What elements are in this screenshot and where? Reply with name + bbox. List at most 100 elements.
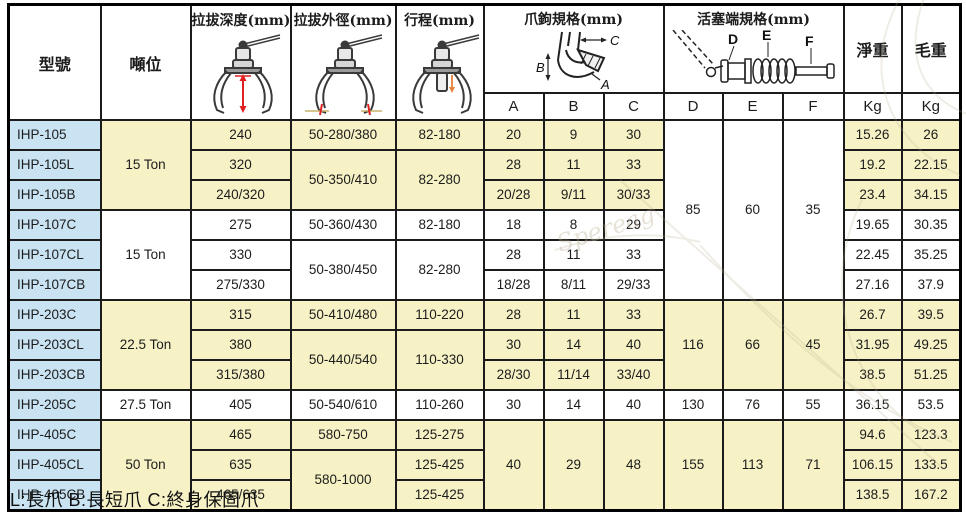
- value-cell: 48: [602, 419, 665, 512]
- model-cell: IHP-107CL: [7, 239, 102, 271]
- value-cell: 11: [542, 239, 605, 271]
- puller-stroke-diagram-icon: [411, 33, 479, 114]
- value-cell: 50-440/540: [289, 329, 397, 391]
- value-cell: 11: [542, 149, 605, 181]
- value-cell: 55: [781, 389, 845, 421]
- table-row: IHP-105L 320 50-350/410 82-280 28 11 33 19.2 22.…: [7, 149, 962, 211]
- table-row: IHP-203C 22.5 Ton 315 50-410/480 110-220 28 11…: [7, 299, 962, 391]
- value-cell: 38.5: [842, 359, 903, 391]
- legend-note: L:長爪 B:長短爪 C:終身保固爪: [10, 490, 260, 510]
- value-cell: 8: [542, 209, 605, 241]
- subheader-net-kg: Kg: [842, 92, 903, 121]
- value-cell: 82-180: [394, 209, 485, 241]
- value-cell: 125-425: [394, 479, 485, 512]
- table-row: IHP-205C 27.5 Ton 405 50-540/610 110-260 30 14…: [7, 389, 962, 421]
- value-cell: 22.5 Ton: [99, 299, 192, 391]
- value-cell: 18/28: [482, 269, 545, 301]
- value-cell: 30: [482, 389, 545, 421]
- value-cell: 330: [189, 239, 292, 271]
- value-cell: 133.5: [900, 449, 962, 481]
- value-cell: 405: [189, 389, 292, 421]
- model-cell: IHP-405C: [7, 419, 102, 451]
- value-cell: 125-275: [394, 419, 485, 451]
- value-cell: 113: [721, 419, 784, 512]
- model-cell: IHP-107CB: [7, 269, 102, 301]
- header-row-sub: A B C D E F Kg Kg: [9, 92, 962, 121]
- value-cell: 82-280: [394, 239, 485, 301]
- value-cell: 15 Ton: [99, 209, 192, 301]
- value-cell: 27.5 Ton: [99, 389, 192, 421]
- value-cell: 33: [602, 149, 665, 181]
- value-cell: 36.15: [842, 389, 903, 421]
- subheader-f: F: [781, 92, 845, 121]
- spec-table: 型號 噸位 拉拔深度(mm): [7, 3, 963, 512]
- value-cell: 28/30: [482, 359, 545, 391]
- value-cell: 26.7: [842, 299, 903, 331]
- value-cell: 11: [542, 299, 605, 331]
- value-cell: 28: [482, 299, 545, 331]
- value-cell: 51.25: [900, 359, 962, 391]
- value-cell: 40: [482, 419, 545, 512]
- table-row: IHP-405CL 635 580-1000 125-425 106.15 133.5: [7, 449, 962, 512]
- jaw-dim-a-label: A: [600, 77, 610, 92]
- table-row: IHP-105 15 Ton 240 50-280/380 82-180 20 9 30 85 6…: [7, 119, 962, 301]
- value-cell: 60: [721, 119, 784, 301]
- col-header-outer: 拉拔外徑(mm): [289, 3, 397, 121]
- value-cell: 11/14: [542, 359, 605, 391]
- value-cell: 465: [189, 419, 292, 451]
- value-cell: 76: [721, 389, 784, 421]
- value-cell: 30/33: [602, 179, 665, 211]
- table-row: IHP-203CL 380 50-440/540 110-330 30 14 40 31.95…: [7, 329, 962, 391]
- value-cell: 9: [542, 119, 605, 151]
- value-cell: 15.26: [842, 119, 903, 151]
- value-cell: 28: [482, 149, 545, 181]
- subheader-e: E: [721, 92, 784, 121]
- model-cell: IHP-203CL: [7, 329, 102, 361]
- subheader-d: D: [662, 92, 724, 121]
- table-row: IHP-107CB 275/330 18/28 8/11 29/33 27.16 37.9: [7, 269, 962, 301]
- value-cell: 20/28: [482, 179, 545, 211]
- value-cell: 35: [781, 119, 845, 301]
- value-cell: 240: [189, 119, 292, 151]
- value-cell: 23.4: [842, 179, 903, 211]
- value-cell: 138.5: [842, 479, 903, 512]
- value-cell: 130: [662, 389, 724, 421]
- value-cell: 33: [602, 239, 665, 271]
- value-cell: 27.16: [842, 269, 903, 301]
- value-cell: 50 Ton: [99, 419, 192, 512]
- value-cell: 110-260: [394, 389, 485, 421]
- col-header-stroke: 行程(mm): [394, 3, 485, 121]
- value-cell: 30.35: [900, 209, 962, 241]
- table-row: IHP-405CB 465/635 125-425 138.5 167.2: [7, 479, 962, 512]
- value-cell: 465/635: [189, 479, 292, 512]
- value-cell: 49.25: [900, 329, 962, 361]
- piston-dim-d-label: D: [728, 31, 738, 47]
- value-cell: 19.2: [842, 149, 903, 181]
- col-header-stroke-label: 行程(mm): [404, 12, 475, 29]
- model-cell: IHP-405CB: [7, 479, 102, 512]
- piston-end-diagram-icon: D E F: [671, 30, 835, 84]
- spec-table-rows: IHP-105 15 Ton 240 50-280/380 82-180 20 9 30 85 6…: [7, 119, 962, 512]
- value-cell: 31.95: [842, 329, 903, 361]
- col-header-model: 型號: [7, 3, 102, 121]
- value-cell: 110-330: [394, 329, 485, 391]
- value-cell: 29: [602, 209, 665, 241]
- model-cell: IHP-203CB: [7, 359, 102, 391]
- value-cell: 580-750: [289, 419, 397, 451]
- value-cell: 275/330: [189, 269, 292, 301]
- value-cell: 33/40: [602, 359, 665, 391]
- value-cell: 37.9: [900, 269, 962, 301]
- model-cell: IHP-203C: [7, 299, 102, 331]
- value-cell: 30: [602, 119, 665, 151]
- value-cell: 8/11: [542, 269, 605, 301]
- value-cell: 26: [900, 119, 962, 151]
- jaw-dim-c-label: C: [610, 33, 620, 48]
- model-cell: IHP-105: [7, 119, 102, 151]
- value-cell: 34.15: [900, 179, 962, 211]
- model-cell: IHP-105B: [7, 179, 102, 211]
- value-cell: 22.15: [900, 149, 962, 181]
- col-header-depth-label: 拉拔深度(mm): [191, 12, 291, 29]
- value-cell: 22.45: [842, 239, 903, 271]
- subheader-a: A: [482, 92, 545, 121]
- puller-outer-diameter-diagram-icon: [305, 33, 383, 115]
